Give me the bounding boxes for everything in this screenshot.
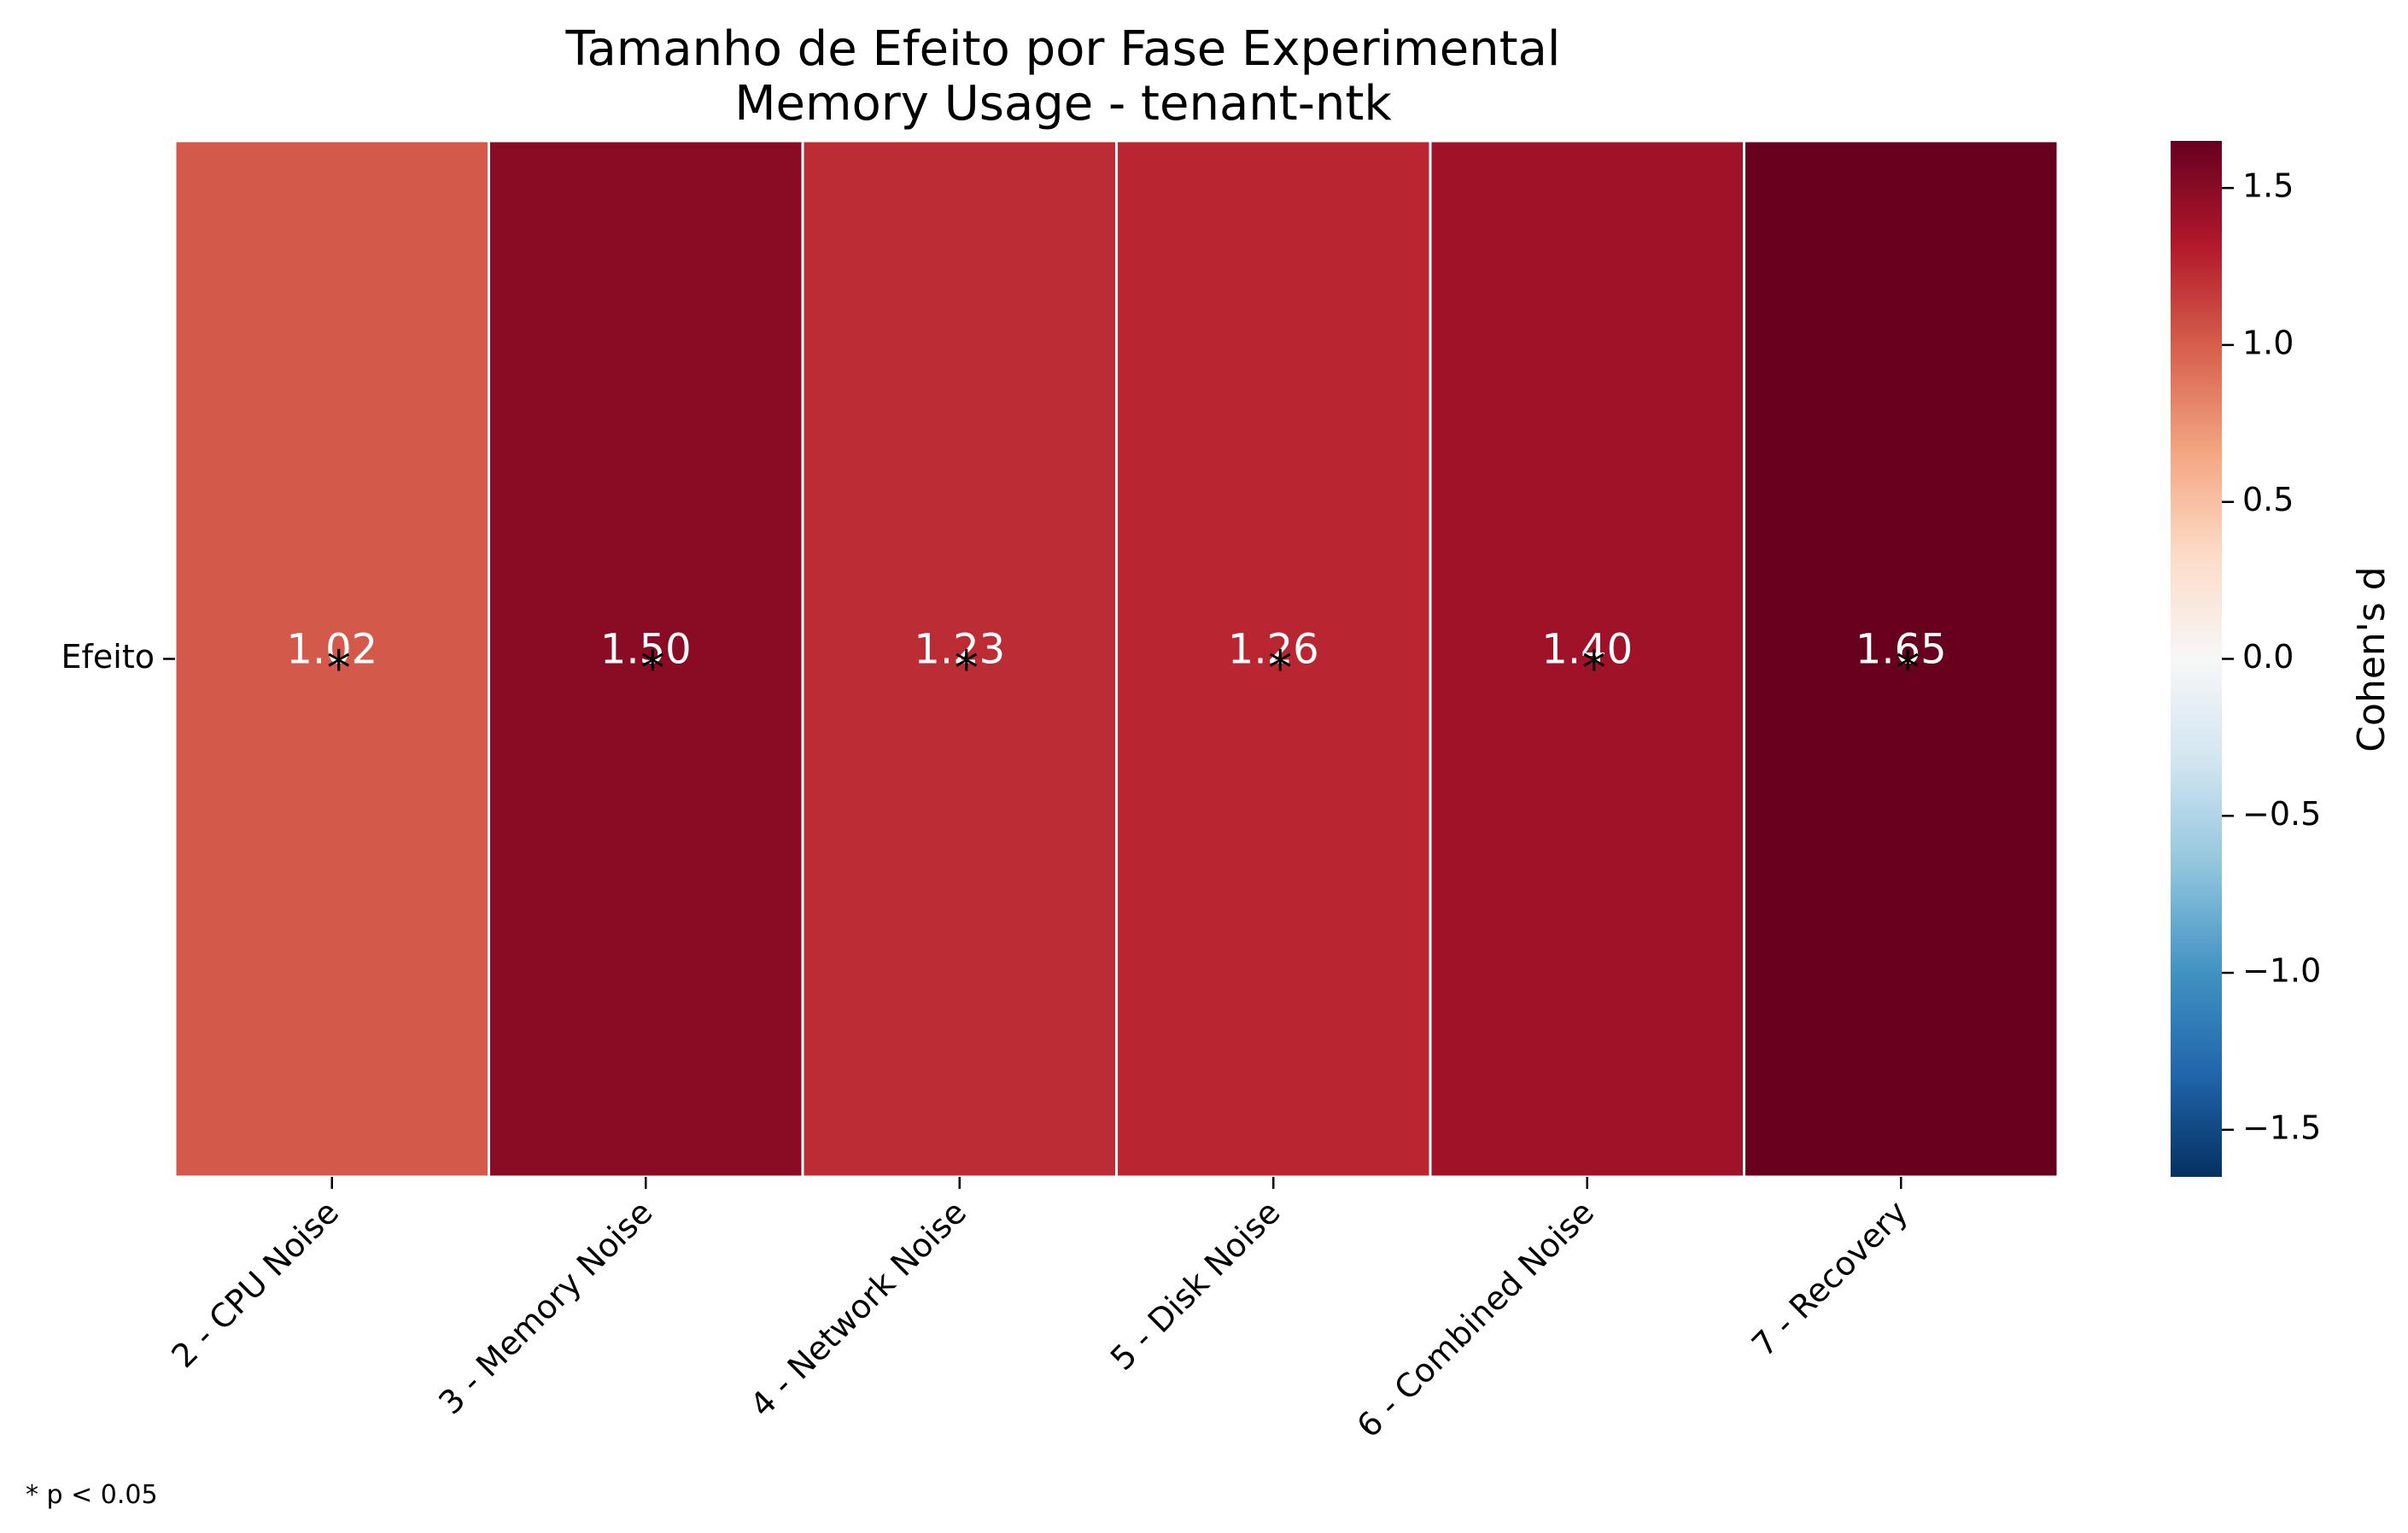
colorbar-tick-label: −1.0 — [2242, 952, 2321, 990]
colorbar-gradient — [2171, 141, 2222, 1177]
x-tick-label: 4 - Network Noise — [743, 1193, 973, 1424]
colorbar-tick-label: 0.0 — [2242, 638, 2294, 676]
significance-asterisk: * — [327, 641, 351, 697]
colorbar-label: Cohen's d — [2350, 566, 2393, 752]
colorbar-tick-label: 0.5 — [2242, 481, 2294, 518]
significance-footnote: * p < 0.05 — [26, 1480, 158, 1510]
y-tick-label: Efeito — [61, 638, 155, 676]
significance-asterisk: * — [640, 641, 664, 697]
significance-asterisk: * — [1268, 641, 1292, 697]
colorbar-tick-label: 1.0 — [2242, 324, 2294, 361]
colorbar-tick-label: −1.5 — [2242, 1109, 2321, 1146]
cell-value-label: 1.65 — [1856, 626, 1947, 674]
heatmap-cell — [488, 139, 804, 1179]
x-tick-label: 5 - Disk Noise — [1103, 1193, 1288, 1378]
chart-title: Tamanho de Efeito por Fase Experimental — [565, 21, 1561, 77]
heatmap-cells: 1.02* 1.50* 1.23* 1.26* 1.40* 1.65* — [173, 139, 2060, 1179]
significance-asterisk: * — [1896, 641, 1920, 697]
cell-value-label: 1.23 — [914, 626, 1005, 674]
x-tick-label: 7 - Recovery — [1745, 1193, 1915, 1364]
heatmap-cell — [801, 139, 1118, 1179]
cell-value-label: 1.40 — [1541, 626, 1633, 674]
cell-value-label: 1.02 — [286, 626, 377, 674]
cell-value-label: 1.50 — [600, 626, 692, 674]
significance-asterisk: * — [1582, 641, 1606, 697]
significance-asterisk: * — [955, 641, 979, 697]
y-axis: Efeito — [61, 638, 175, 676]
heatmap-cell — [1743, 139, 2060, 1179]
colorbar-tick-label: −0.5 — [2242, 795, 2321, 833]
colorbar-tick-label: 1.5 — [2242, 167, 2294, 205]
heatmap-cell — [1429, 139, 1745, 1179]
x-tick-label: 6 - Combined Noise — [1350, 1193, 1602, 1445]
cell-value-label: 1.26 — [1228, 626, 1319, 674]
x-axis: 2 - CPU Noise 3 - Memory Noise 4 - Network… — [164, 1177, 1915, 1445]
heatmap-cell — [173, 139, 490, 1179]
x-tick-label: 3 - Memory Noise — [431, 1193, 659, 1421]
x-tick-label: 2 - CPU Noise — [164, 1193, 346, 1375]
chart-subtitle: Memory Usage - tenant-ntk — [734, 76, 1392, 132]
colorbar: 1.5 1.0 0.5 0.0 −0.5 −1.0 −1.5 — [2171, 141, 2321, 1177]
